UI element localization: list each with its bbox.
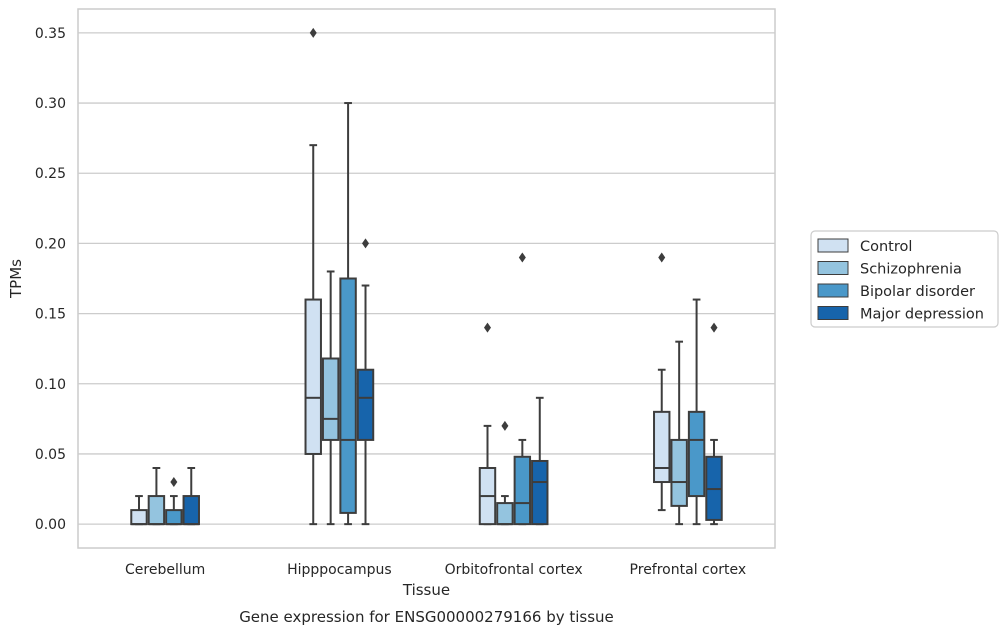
box-body [670, 438, 688, 507]
box-body [165, 509, 183, 526]
box-bipolar-disorder [165, 477, 183, 526]
chart-caption: Gene expression for ENSG00000279166 by t… [239, 608, 614, 626]
box-control [478, 322, 497, 526]
box-major-depression [182, 466, 200, 526]
box-major-depression [531, 396, 549, 526]
box-schizophrenia [147, 466, 166, 526]
outlier-point [362, 238, 370, 249]
legend-frame [810, 230, 999, 328]
y-tick-label: 0.35 [35, 26, 66, 42]
legend-swatch [817, 283, 849, 298]
y-tick-label: 0.30 [35, 96, 66, 112]
box-bipolar-disorder [687, 298, 706, 526]
box-body [653, 410, 671, 484]
box-control [130, 495, 148, 526]
outlier-point [483, 322, 491, 333]
legend-entry-label: Control [860, 239, 912, 255]
x-axis-label: Tissue [402, 581, 450, 599]
outlier-point [710, 322, 718, 333]
box-body [304, 298, 322, 455]
legend-swatch [817, 238, 849, 253]
legend: Control Schizophrenia Bipolar disorder Majo… [810, 230, 999, 328]
box-bipolar-disorder [339, 102, 357, 526]
y-tick-label: 0.00 [35, 517, 66, 533]
x-axis-ticks: Cerebellum Hipppocampus Orbitofrontal cort… [125, 562, 746, 578]
y-tick-label: 0.15 [35, 307, 66, 323]
outlier-point [501, 420, 509, 431]
box-body [496, 502, 514, 526]
box-body [513, 455, 532, 526]
plot-frame [77, 8, 776, 549]
box-body [531, 459, 549, 526]
legend-swatch [817, 306, 849, 320]
box-body [356, 368, 375, 441]
box-schizophrenia [321, 270, 340, 526]
legend-swatch [817, 261, 849, 275]
box-bipolar-disorder [513, 252, 532, 526]
y-axis-label: TPMs [7, 259, 25, 299]
box-body [321, 357, 340, 441]
legend-entry-label: Major depression [860, 307, 984, 323]
x-tick-label: Orbitofrontal cortex [445, 562, 583, 578]
box-body [147, 495, 166, 526]
x-tick-label: Hipppocampus [287, 562, 392, 578]
box-control [653, 252, 671, 512]
y-tick-label: 0.25 [35, 166, 66, 182]
outlier-point [170, 477, 178, 488]
box-body [339, 277, 357, 514]
box-control [304, 27, 322, 526]
x-tick-label: Cerebellum [125, 562, 205, 578]
outlier-point [658, 252, 666, 263]
x-tick-label: Prefrontal cortex [630, 562, 747, 578]
box-body [687, 410, 706, 498]
boxes [130, 27, 723, 526]
box-schizophrenia [670, 340, 688, 526]
legend-entry-label: Schizophrenia [860, 262, 962, 278]
box-major-depression [705, 322, 723, 526]
outlier-point [309, 27, 317, 38]
y-tick-label: 0.20 [35, 236, 66, 252]
box-schizophrenia [496, 420, 514, 526]
box-major-depression [356, 238, 375, 526]
box-body [182, 495, 200, 526]
y-axis-ticks: 0.00 0.05 0.10 0.15 0.20 0.25 0.30 0.35 [35, 26, 66, 533]
box-body [130, 509, 148, 526]
y-tick-label: 0.10 [35, 377, 66, 393]
y-tick-label: 0.05 [35, 447, 66, 463]
outlier-point [518, 252, 526, 263]
legend-entry-label: Bipolar disorder [860, 284, 975, 300]
